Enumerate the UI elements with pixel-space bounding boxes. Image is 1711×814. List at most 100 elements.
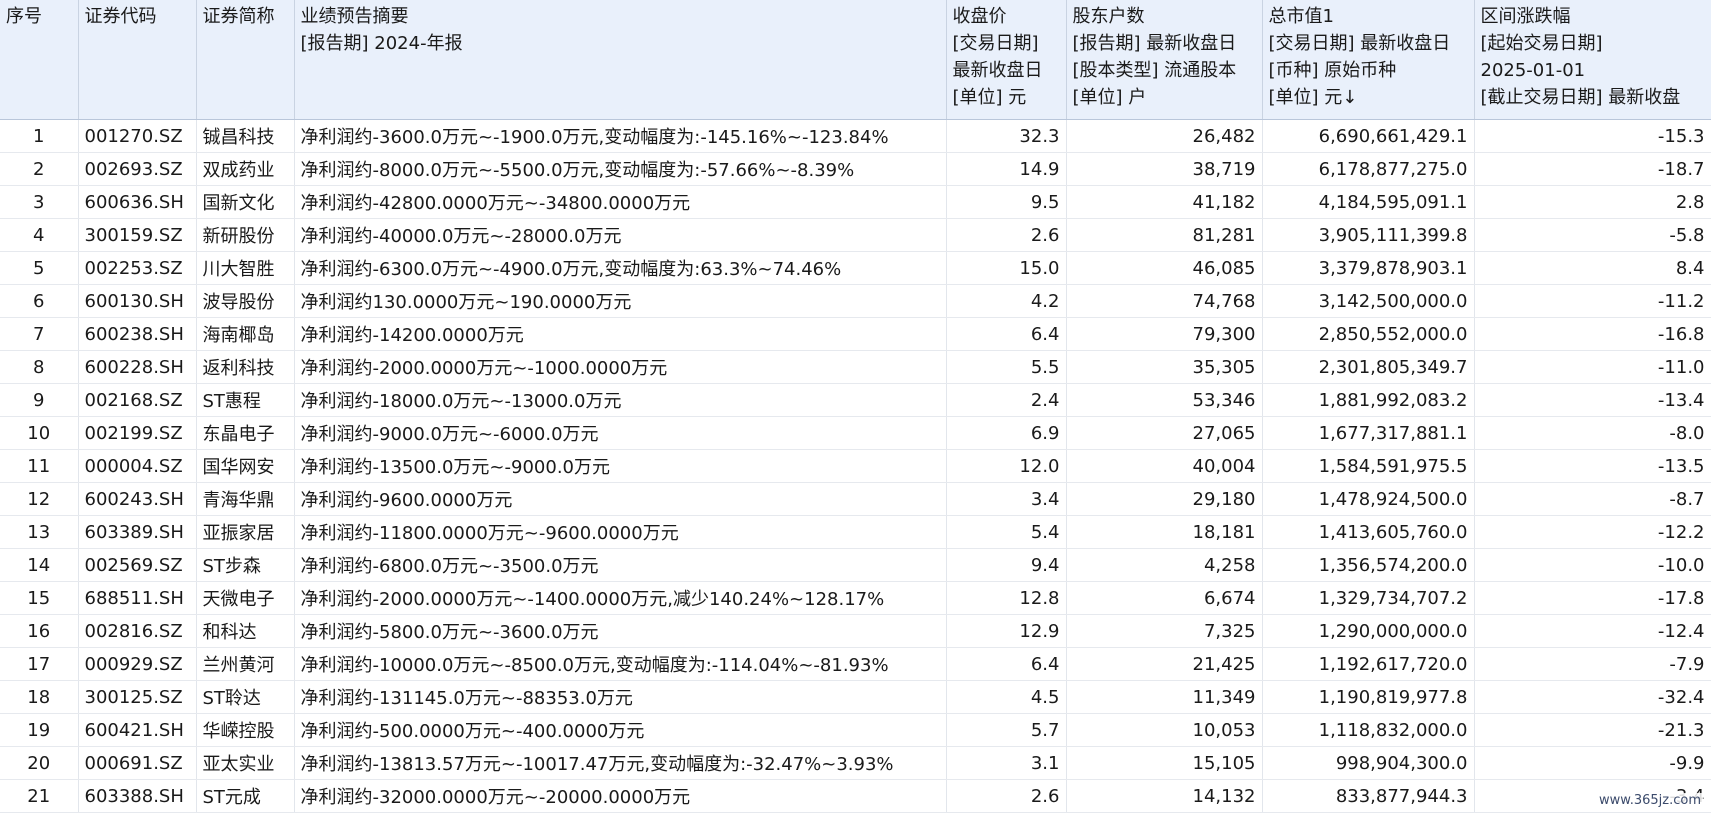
cell-summary[interactable]: 净利润约-5800.0万元~-3600.0万元 <box>294 614 947 648</box>
cell-mcap[interactable]: 1,329,734,707.2 <box>1262 581 1475 615</box>
cell-price[interactable]: 6.4 <box>946 647 1067 681</box>
cell-price[interactable]: 4.5 <box>946 680 1067 714</box>
cell-summary[interactable]: 净利润约130.0000万元~190.0000万元 <box>294 284 947 318</box>
cell-seq[interactable]: 5 <box>0 251 79 285</box>
table-row[interactable]: 9 002168.SZ ST惠程 净利润约-18000.0万元~-13000.0万元 2… <box>0 383 1711 417</box>
cell-holders[interactable]: 81,281 <box>1066 218 1263 252</box>
cell-name[interactable]: 国新文化 <box>196 185 295 219</box>
cell-summary[interactable]: 净利润约-6800.0万元~-3500.0万元 <box>294 548 947 582</box>
cell-mcap[interactable]: 1,413,605,760.0 <box>1262 515 1475 549</box>
cell-price[interactable]: 15.0 <box>946 251 1067 285</box>
cell-seq[interactable]: 1 <box>0 119 79 153</box>
table-row[interactable]: 17 000929.SZ 兰州黄河 净利润约-10000.0万元~-8500.0万元,… <box>0 647 1711 681</box>
cell-seq[interactable]: 17 <box>0 647 79 681</box>
cell-code[interactable]: 603389.SH <box>78 515 197 549</box>
table-row[interactable]: 1 001270.SZ 铖昌科技 净利润约-3600.0万元~-1900.0万元,变动… <box>0 119 1711 153</box>
cell-code[interactable]: 002199.SZ <box>78 416 197 450</box>
cell-mcap[interactable]: 2,850,552,000.0 <box>1262 317 1475 351</box>
cell-seq[interactable]: 21 <box>0 779 79 813</box>
cell-name[interactable]: 和科达 <box>196 614 295 648</box>
cell-seq[interactable]: 10 <box>0 416 79 450</box>
cell-holders[interactable]: 38,719 <box>1066 152 1263 186</box>
cell-name[interactable]: 川大智胜 <box>196 251 295 285</box>
cell-summary[interactable]: 净利润约-13813.57万元~-10017.47万元,变动幅度为:-32.47… <box>294 746 947 780</box>
cell-summary[interactable]: 净利润约-131145.0万元~-88353.0万元 <box>294 680 947 714</box>
cell-name[interactable]: ST元成 <box>196 779 295 813</box>
cell-change[interactable]: -7.9 <box>1474 647 1711 681</box>
table-row[interactable]: 12 600243.SH 青海华鼎 净利润约-9600.0000万元 3.4 29,180… <box>0 482 1711 516</box>
column-header-mcap[interactable]: 总市值1 [交易日期] 最新收盘日 [币种] 原始币种 [单位] 元↓ <box>1262 0 1475 120</box>
cell-holders[interactable]: 7,325 <box>1066 614 1263 648</box>
cell-name[interactable]: 双成药业 <box>196 152 295 186</box>
table-row[interactable]: 8 600228.SH 返利科技 净利润约-2000.0000万元~-1000.000… <box>0 350 1711 384</box>
cell-change[interactable]: 8.4 <box>1474 251 1711 285</box>
cell-mcap[interactable]: 998,904,300.0 <box>1262 746 1475 780</box>
cell-change[interactable]: -13.4 <box>1474 383 1711 417</box>
column-header-holders[interactable]: 股东户数 [报告期] 最新收盘日 [股本类型] 流通股本 [单位] 户 <box>1066 0 1263 120</box>
cell-name[interactable]: ST聆达 <box>196 680 295 714</box>
cell-summary[interactable]: 净利润约-2000.0000万元~-1000.0000万元 <box>294 350 947 384</box>
cell-code[interactable]: 002693.SZ <box>78 152 197 186</box>
column-header-price[interactable]: 收盘价 [交易日期] 最新收盘日 [单位] 元 <box>946 0 1067 120</box>
column-header-code[interactable]: 证券代码 <box>78 0 197 120</box>
cell-change[interactable]: -16.8 <box>1474 317 1711 351</box>
cell-seq[interactable]: 12 <box>0 482 79 516</box>
table-row[interactable]: 3 600636.SH 国新文化 净利润约-42800.0000万元~-34800.0… <box>0 185 1711 219</box>
cell-code[interactable]: 300159.SZ <box>78 218 197 252</box>
cell-change[interactable]: -13.5 <box>1474 449 1711 483</box>
cell-name[interactable]: 国华网安 <box>196 449 295 483</box>
cell-change[interactable]: -21.3 <box>1474 713 1711 747</box>
cell-mcap[interactable]: 1,881,992,083.2 <box>1262 383 1475 417</box>
cell-mcap[interactable]: 1,677,317,881.1 <box>1262 416 1475 450</box>
cell-holders[interactable]: 46,085 <box>1066 251 1263 285</box>
cell-summary[interactable]: 净利润约-8000.0万元~-5500.0万元,变动幅度为:-57.66%~-8… <box>294 152 947 186</box>
cell-holders[interactable]: 29,180 <box>1066 482 1263 516</box>
cell-summary[interactable]: 净利润约-18000.0万元~-13000.0万元 <box>294 383 947 417</box>
cell-holders[interactable]: 40,004 <box>1066 449 1263 483</box>
cell-name[interactable]: 东晶电子 <box>196 416 295 450</box>
table-row[interactable]: 13 603389.SH 亚振家居 净利润约-11800.0000万元~-9600.0… <box>0 515 1711 549</box>
cell-price[interactable]: 9.4 <box>946 548 1067 582</box>
cell-name[interactable]: 兰州黄河 <box>196 647 295 681</box>
cell-mcap[interactable]: 6,690,661,429.1 <box>1262 119 1475 153</box>
cell-seq[interactable]: 8 <box>0 350 79 384</box>
cell-code[interactable]: 688511.SH <box>78 581 197 615</box>
cell-holders[interactable]: 26,482 <box>1066 119 1263 153</box>
cell-code[interactable]: 600228.SH <box>78 350 197 384</box>
cell-holders[interactable]: 53,346 <box>1066 383 1263 417</box>
cell-seq[interactable]: 2 <box>0 152 79 186</box>
cell-mcap[interactable]: 3,142,500,000.0 <box>1262 284 1475 318</box>
cell-holders[interactable]: 21,425 <box>1066 647 1263 681</box>
cell-price[interactable]: 32.3 <box>946 119 1067 153</box>
cell-price[interactable]: 2.6 <box>946 779 1067 813</box>
cell-price[interactable]: 5.4 <box>946 515 1067 549</box>
cell-mcap[interactable]: 6,178,877,275.0 <box>1262 152 1475 186</box>
cell-seq[interactable]: 18 <box>0 680 79 714</box>
cell-price[interactable]: 9.5 <box>946 185 1067 219</box>
cell-seq[interactable]: 14 <box>0 548 79 582</box>
cell-summary[interactable]: 净利润约-2000.0000万元~-1400.0000万元,减少140.24%~… <box>294 581 947 615</box>
cell-change[interactable]: -5.8 <box>1474 218 1711 252</box>
cell-price[interactable]: 6.4 <box>946 317 1067 351</box>
cell-change[interactable]: -18.7 <box>1474 152 1711 186</box>
cell-holders[interactable]: 14,132 <box>1066 779 1263 813</box>
cell-price[interactable]: 12.8 <box>946 581 1067 615</box>
cell-change[interactable]: -12.4 <box>1474 614 1711 648</box>
cell-code[interactable]: 603388.SH <box>78 779 197 813</box>
cell-name[interactable]: 亚振家居 <box>196 515 295 549</box>
cell-mcap[interactable]: 1,290,000,000.0 <box>1262 614 1475 648</box>
table-row[interactable]: 6 600130.SH 波导股份 净利润约130.0000万元~190.0000万元 4… <box>0 284 1711 318</box>
cell-price[interactable]: 3.1 <box>946 746 1067 780</box>
table-row[interactable]: 21 603388.SH ST元成 净利润约-32000.0000万元~-20000.… <box>0 779 1711 813</box>
table-row[interactable]: 15 688511.SH 天微电子 净利润约-2000.0000万元~-1400.00… <box>0 581 1711 615</box>
cell-summary[interactable]: 净利润约-9000.0万元~-6000.0万元 <box>294 416 947 450</box>
table-row[interactable]: 2 002693.SZ 双成药业 净利润约-8000.0万元~-5500.0万元,变动… <box>0 152 1711 186</box>
column-header-summary[interactable]: 业绩预告摘要 [报告期] 2024-年报 <box>294 0 947 120</box>
cell-code[interactable]: 002569.SZ <box>78 548 197 582</box>
cell-change[interactable]: -11.2 <box>1474 284 1711 318</box>
cell-mcap[interactable]: 3,379,878,903.1 <box>1262 251 1475 285</box>
cell-code[interactable]: 001270.SZ <box>78 119 197 153</box>
cell-name[interactable]: 青海华鼎 <box>196 482 295 516</box>
cell-seq[interactable]: 19 <box>0 713 79 747</box>
cell-change[interactable]: -12.2 <box>1474 515 1711 549</box>
